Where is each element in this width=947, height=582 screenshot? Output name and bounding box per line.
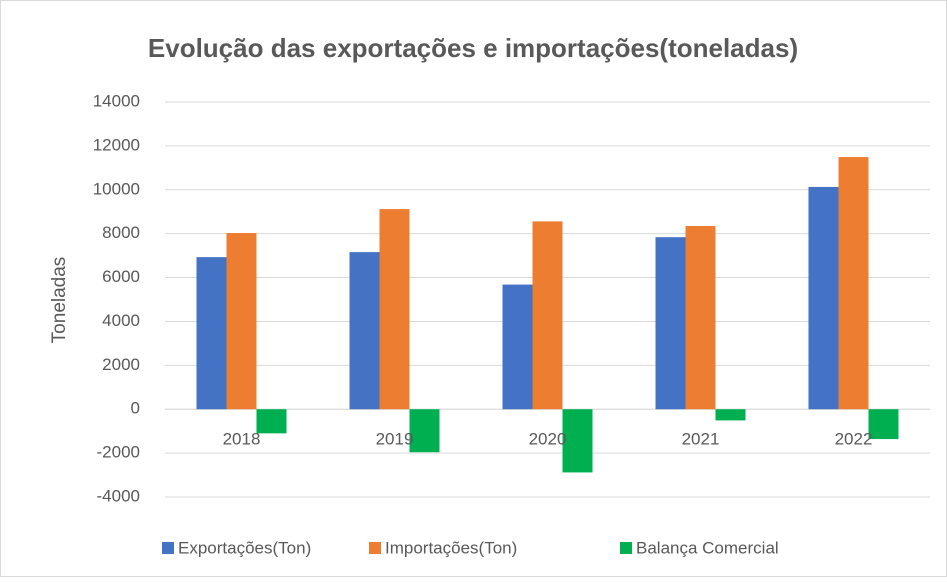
bar [715, 409, 746, 421]
bar [349, 252, 380, 410]
bar [562, 409, 593, 473]
bar [655, 237, 686, 410]
x-tick-label: 2020 [529, 430, 567, 449]
bar [868, 409, 899, 440]
bar [409, 409, 440, 453]
y-tick-label: 10000 [93, 179, 140, 198]
bar [256, 409, 287, 434]
chart-title: Evolução das exportações e importações(t… [148, 33, 798, 63]
bar [532, 221, 563, 410]
bar [196, 257, 227, 410]
y-axis-title: Toneladas [49, 257, 70, 344]
legend-swatch [369, 542, 381, 554]
y-tick-label: 2000 [102, 355, 140, 374]
bar [838, 157, 869, 410]
y-tick-label: 8000 [102, 223, 140, 242]
x-tick-label: 2021 [682, 430, 720, 449]
bar [502, 284, 533, 410]
y-tick-label: 12000 [93, 135, 140, 154]
legend-swatch [620, 542, 632, 554]
y-tick-label: -4000 [97, 486, 140, 505]
y-tick-label: 6000 [102, 267, 140, 286]
bar [808, 186, 839, 410]
x-tick-label: 2018 [223, 430, 261, 449]
legend-label: Balança Comercial [636, 538, 779, 557]
bar [226, 233, 257, 410]
x-tick-label: 2019 [376, 430, 414, 449]
x-tick-label: 2022 [835, 430, 873, 449]
bar [379, 209, 410, 410]
legend-swatch [162, 542, 174, 554]
legend-label: Importações(Ton) [385, 538, 517, 557]
bar [685, 225, 716, 410]
y-tick-label: 4000 [102, 311, 140, 330]
y-tick-label: 0 [131, 399, 140, 418]
y-tick-label: -2000 [97, 443, 140, 462]
y-tick-label: 14000 [93, 91, 140, 110]
legend-label: Exportações(Ton) [178, 538, 311, 557]
